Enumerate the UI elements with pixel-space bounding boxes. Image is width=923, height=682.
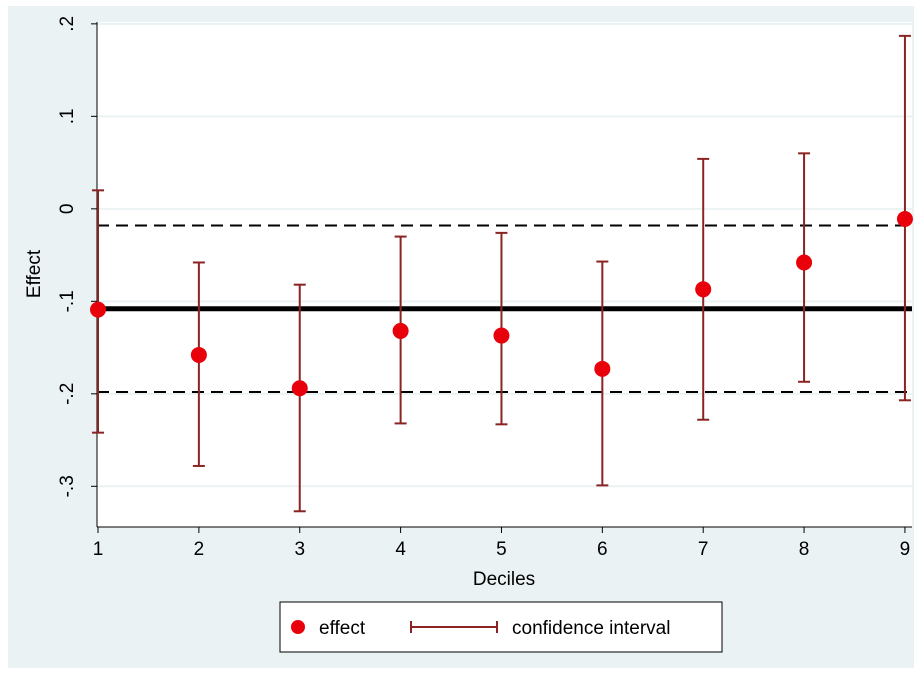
effect-point-6 [594, 360, 611, 377]
plot-area [97, 22, 912, 527]
x-tick-label: 1 [93, 539, 104, 560]
effect-point-8 [796, 254, 813, 271]
y-tick-label: 0 [57, 204, 78, 215]
confidence-intervals [92, 34, 911, 513]
legend-effect-marker [291, 620, 305, 634]
y-tick-label: -.1 [57, 290, 78, 312]
effect-point-3 [291, 380, 308, 397]
axes: .2 .1 0 -.1 -.2 -.3 1 2 3 4 5 6 7 8 9 [57, 16, 912, 560]
x-tick-label: 4 [395, 539, 406, 560]
legend-interval-label: confidence interval [512, 618, 670, 639]
effect-point-1 [90, 301, 107, 318]
x-tick-label: 7 [698, 539, 709, 560]
x-tick-label: 2 [194, 539, 205, 560]
effect-point-2 [190, 346, 207, 363]
effect-point-7 [695, 281, 712, 298]
legend-effect-label: effect [319, 618, 366, 639]
x-tick-label: 9 [900, 539, 911, 560]
gridlines [97, 22, 912, 488]
x-tick-label: 3 [294, 539, 305, 560]
y-axis-title: Effect [24, 249, 45, 298]
x-tick-label: 8 [799, 539, 810, 560]
confidence-interval-3 [293, 283, 306, 513]
y-tick-label: .1 [57, 108, 78, 124]
effect-point-5 [493, 327, 510, 344]
y-tick-label: .2 [57, 16, 78, 32]
legend-box [279, 601, 723, 653]
y-tick-label: -.2 [57, 383, 78, 405]
effect-points [90, 211, 913, 397]
confidence-interval-2 [192, 261, 205, 467]
effect-point-4 [392, 322, 409, 339]
x-tick-label: 6 [597, 539, 608, 560]
legend-interval-marker [410, 621, 498, 633]
reference-lines [97, 224, 912, 393]
x-tick-label: 5 [496, 539, 507, 560]
y-tick-label: -.3 [57, 475, 78, 497]
x-axis-title: Deciles [473, 569, 535, 590]
legend: effect confidence interval [279, 601, 723, 653]
effect-point-9 [896, 211, 913, 228]
